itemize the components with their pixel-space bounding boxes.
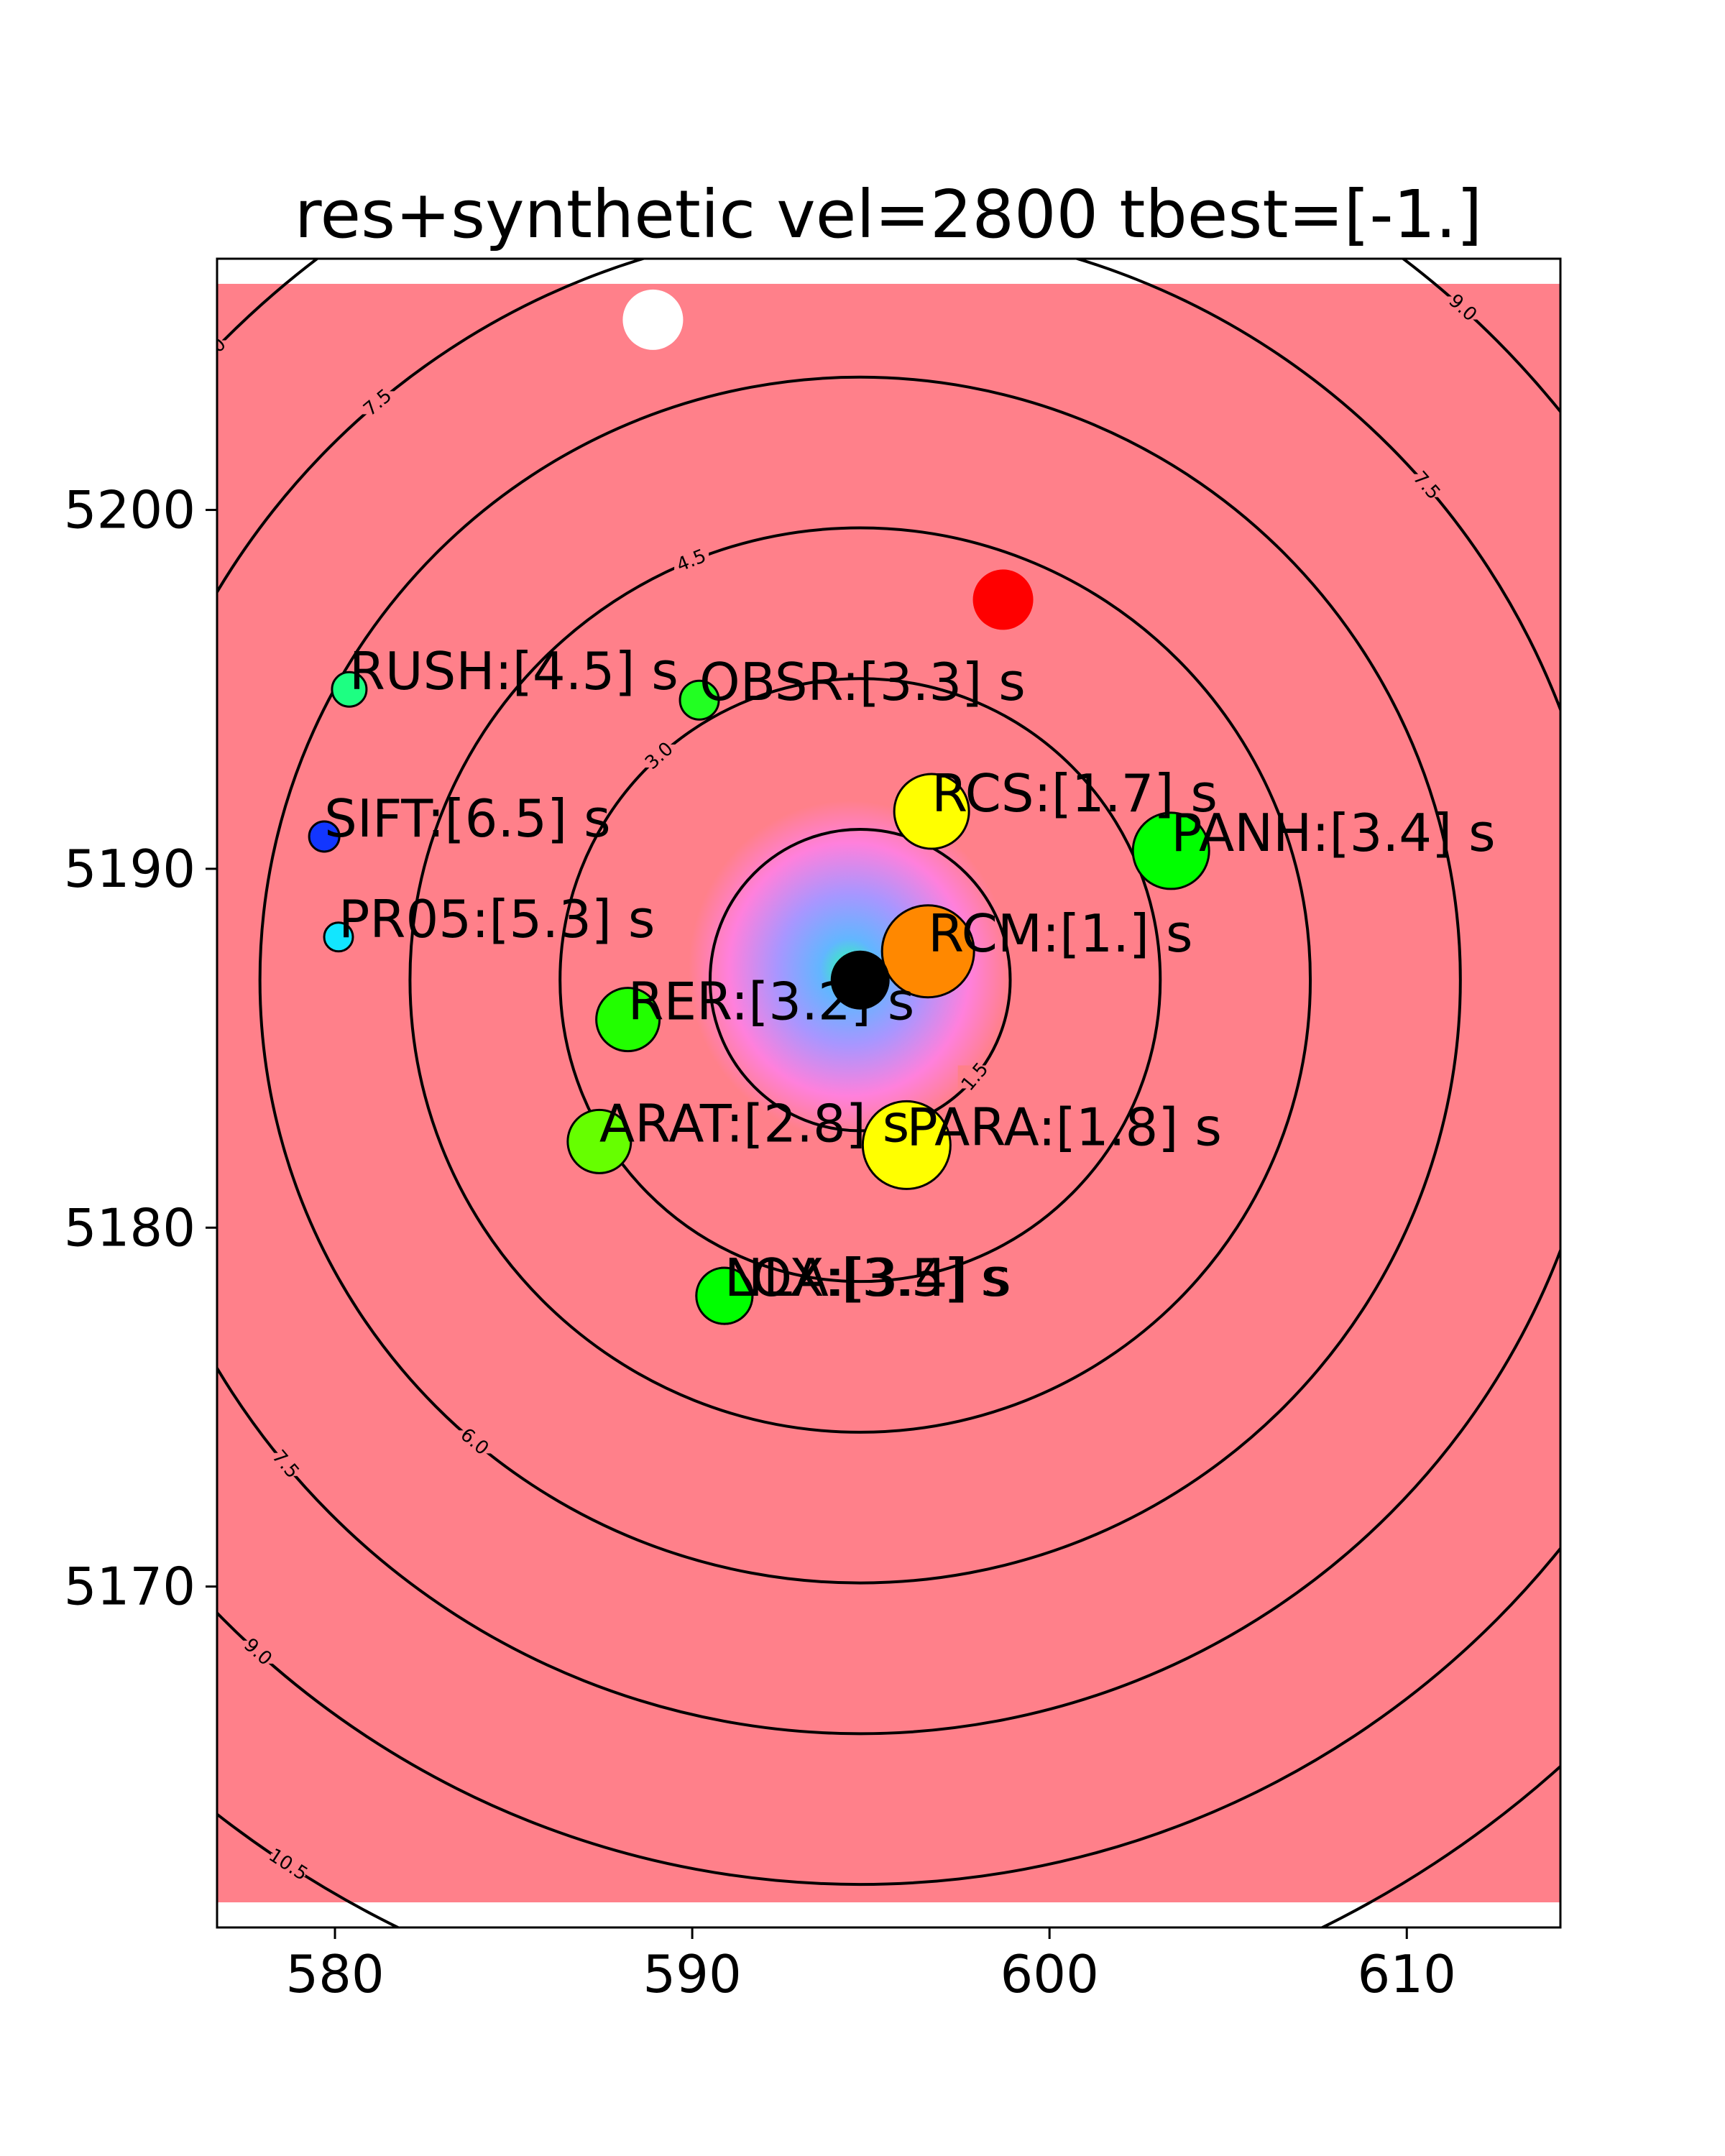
station-points: [308, 671, 1210, 1325]
station-label: ARAT:[2.8] s: [599, 1093, 909, 1153]
station-label: PR05:[5.3] s: [339, 889, 655, 949]
station-point: [880, 904, 975, 999]
station-point: [695, 1266, 754, 1325]
station-point: [595, 987, 661, 1053]
contour-3: [558, 677, 1162, 1284]
contour-label-gap: [1611, 1688, 1646, 1711]
contour-label-gap: [456, 1430, 492, 1454]
contour-4.5: [408, 526, 1312, 1434]
contour-label: 10.5: [1606, 1677, 1650, 1723]
contour-label-gap: [674, 549, 709, 573]
x-tick-label: 600: [1000, 1944, 1098, 2004]
station-point: [861, 1100, 952, 1190]
station-label: RCM:[1.] s: [928, 903, 1192, 964]
station-label: RUSH:[4.5] s: [349, 641, 678, 701]
station-label: OBSR:[3.3] s: [699, 652, 1026, 712]
y-tick-label: 5170: [64, 1557, 196, 1617]
y-tick-label: 5200: [64, 480, 196, 540]
marker-point: [972, 569, 1034, 630]
station-label: NLA:[3.4] s: [724, 1248, 1011, 1308]
contour-label-gap: [1445, 296, 1480, 320]
station-point: [323, 921, 354, 953]
station-point: [1131, 811, 1210, 890]
contour-1.5: [708, 827, 1012, 1133]
contour-9: [217, 259, 1560, 1886]
plot-frame: [216, 257, 1562, 1929]
plot-area: 1.53.04.56.07.57.57.59.09.09.010.510.5: [217, 259, 1650, 1927]
station-point: [678, 679, 720, 721]
y-tick-label: 5180: [64, 1197, 196, 1258]
contour-label-gap: [360, 391, 395, 415]
marker-points: [622, 289, 1034, 1010]
contour-label-gap: [240, 1640, 275, 1664]
marker-point: [622, 289, 684, 350]
station-label: LOX:[3.5] s: [724, 1248, 1008, 1308]
y-tick-label: 5190: [64, 839, 196, 899]
station-point: [893, 773, 970, 850]
chart-title: res+synthetic vel=2800 tbest=[-1.]: [295, 176, 1483, 253]
contour-label-gap: [268, 1452, 303, 1476]
contour-6: [258, 375, 1462, 1585]
y-axis: 5170 5180 5190 5200: [64, 480, 217, 1617]
x-tick-label: 580: [285, 1944, 384, 2004]
contour-label-gap: [642, 744, 677, 768]
station-label: SIFT:[6.5] s: [324, 788, 610, 849]
station-point: [566, 1108, 632, 1174]
station-label: PARA:[1.8] s: [906, 1097, 1222, 1157]
x-tick-label: 590: [643, 1944, 741, 2004]
contour-lines: [217, 259, 1560, 1927]
contour-label-gap: [1409, 474, 1444, 497]
contour-label-gap: [270, 1853, 305, 1876]
station-labels: RUSH:[4.5] s OBSR:[3.3] s SIFT:[6.5] s RCS:…: [324, 641, 1495, 1308]
marker-point: [830, 950, 890, 1010]
station-point: [308, 820, 341, 853]
station-point: [331, 671, 368, 708]
contour-7.5: [217, 259, 1560, 1736]
x-tick-label: 610: [1358, 1944, 1456, 2004]
x-axis: 580 590 600 610: [285, 1927, 1456, 2004]
station-label: RCS:[1.7] s: [932, 763, 1218, 824]
station-label: RER:[3.2] s: [628, 972, 915, 1032]
contour-label-gap: [217, 340, 230, 364]
station-label: PANH:[3.4] s: [1171, 803, 1495, 863]
contour-label-gap: [957, 1065, 993, 1089]
